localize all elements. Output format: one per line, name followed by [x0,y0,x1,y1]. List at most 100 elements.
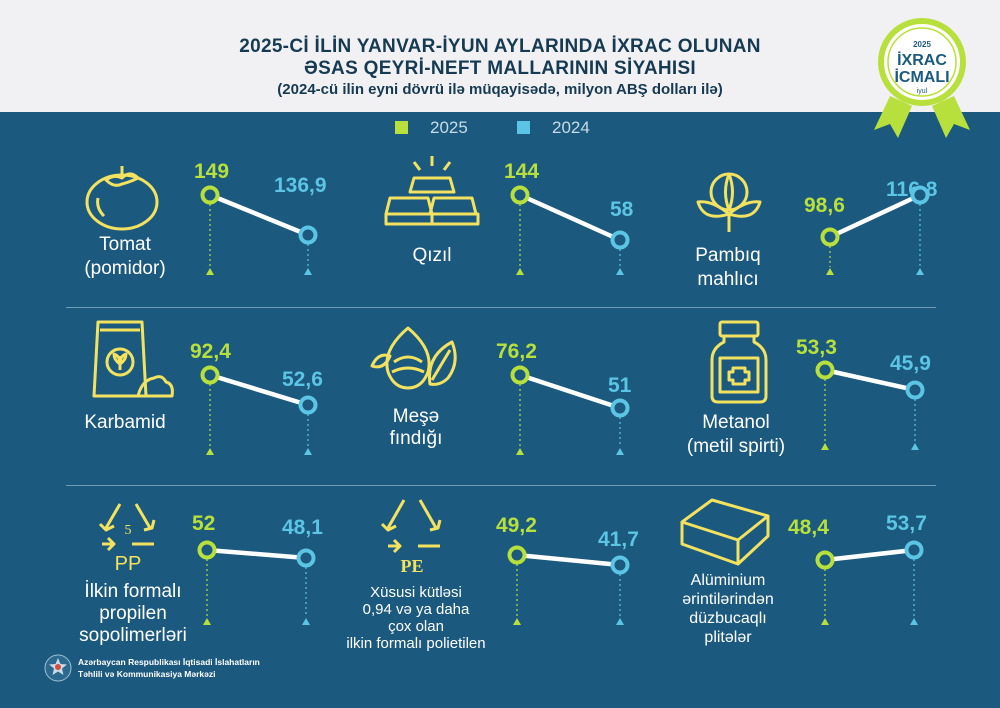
point-2025 [815,550,835,570]
item-label-line: fındığı [389,428,443,449]
value-2025-carbamide: 92,4 [190,340,231,363]
fertilizer-bag-icon [92,318,176,405]
base-marker-2024 [916,268,924,275]
item-label-line: düzbucaqlı [689,610,767,627]
value-2025-cotton: 98,6 [804,194,845,217]
item-label-line: çox olan [388,618,444,635]
item-label-line: ərintilərindən [682,591,774,608]
connector-line [207,372,311,408]
subtitle: (2024-cü ilin eyni dövrü ilə müqayisədə,… [277,81,723,98]
aluminium-plate-icon [676,496,772,573]
point-2024 [610,230,630,250]
value-2024-gold: 58 [610,198,634,221]
item-label-gold: Qızıl [372,244,492,268]
legend-label-2024: 2024 [552,118,590,137]
item-label-line: sopolimerləri [79,625,187,646]
legend-swatch-2025 [395,121,408,134]
item-label-tomato: Tomat (pomidor) [60,233,190,281]
point-2025 [507,545,527,565]
base-marker-2025 [203,618,211,625]
value-2024-aluminium: 53,7 [886,512,927,535]
base-marker-2024 [616,268,624,275]
connector-line [514,552,623,568]
item-label-line: Xüsusi kütləsi [370,584,462,601]
point-2024 [905,380,925,400]
badge-line-2: İCMALI [894,68,949,86]
item-label-line: Meşə [392,406,440,427]
footer-line-1: Azərbaycan Respublikası İqtisadi İslahat… [78,657,260,667]
item-label-line: plitələr [704,629,752,646]
point-2025 [510,365,530,385]
badge-month: iyul [917,88,928,95]
value-2024-polyethylene: 41,7 [598,528,639,551]
item-label-line: 0,94 və ya daha [362,601,470,618]
value-2025-aluminium: 48,4 [788,516,829,539]
point-2024 [904,540,924,560]
footer-line-2: Təhlili və Kommunikasiya Mərkəzi [78,669,216,679]
base-marker-2025 [513,618,521,625]
base-marker-2024 [304,268,312,275]
base-marker-2025 [206,448,214,455]
value-2025-methanol: 53,3 [796,336,837,359]
legend-item-2025: 2025 [395,118,468,138]
item-label-line: Qızıl [412,245,452,266]
badge-year: 2025 [913,40,931,49]
point-2025 [820,227,840,247]
connector-line [207,192,311,238]
connector-line [517,372,623,411]
item-label-line: ilkin formalı polietilen [346,635,486,652]
base-marker-2025 [516,448,524,455]
point-2024 [910,185,930,205]
item-label-carbamide: Karbamid [55,411,195,435]
item-label-aluminium: Alüminium ərintilərindən düzbucaqlı plit… [660,571,796,647]
base-marker-2025 [826,268,834,275]
point-2024 [298,395,318,415]
recycle-code-letters: PP [115,553,142,575]
value-2024-methanol: 45,9 [890,352,931,375]
base-marker-2025 [821,443,829,450]
value-2024-carbamide: 52,6 [282,368,323,391]
item-label-hazelnut: Meşə fındığı [366,406,466,450]
gold-bars-icon [384,152,480,235]
base-marker-2024 [616,618,624,625]
value-2025-tomato: 149 [194,160,230,183]
base-marker-2024 [911,443,919,450]
value-2025-gold: 144 [504,160,540,183]
item-label-line: mahlıcı [697,269,759,290]
item-label-line: Alüminium [690,572,766,589]
recycle-pp-icon: 5 PP [92,496,164,581]
recycle-code-number: 5 [125,523,132,538]
item-label-line: (metil spirti) [686,436,786,457]
connector-line [204,547,309,561]
base-marker-2024 [302,618,310,625]
legend-item-2024: 2024 [517,118,590,138]
value-2024-propylene: 48,1 [282,516,323,539]
value-2025-polyethylene: 49,2 [496,514,537,537]
item-label-line: propilen [99,603,167,624]
recycle-pe-icon: PE [376,494,448,585]
point-2024 [610,398,630,418]
legend-swatch-2024 [517,121,530,134]
point-2025 [200,365,220,385]
row-divider-1 [66,307,936,308]
base-marker-2024 [304,448,312,455]
item-label-methanol: Metanol (metil spirti) [666,411,806,459]
tomato-icon [84,162,160,237]
cotton-icon [694,170,764,239]
connector-line [822,547,917,563]
export-review-badge: 2025 İXRAC İCMALI iyul [874,18,970,138]
medicine-bottle-icon [708,320,770,409]
hazelnut-icon [368,322,464,397]
point-2024 [296,548,316,568]
value-2025-hazelnut: 76,2 [496,340,537,363]
value-2024-tomato: 136,9 [274,174,327,197]
item-label-line: Metanol [702,412,770,433]
recycle-code-letters: PE [400,556,423,576]
point-2024 [610,555,630,575]
item-label-line: Tomat [99,234,151,255]
title-line-2: ƏSAS QEYRİ-NEFT MALLARININ SİYAHISI [303,58,696,79]
connector-line [517,192,623,243]
state-emblem-icon [44,654,72,682]
point-2025 [200,185,220,205]
